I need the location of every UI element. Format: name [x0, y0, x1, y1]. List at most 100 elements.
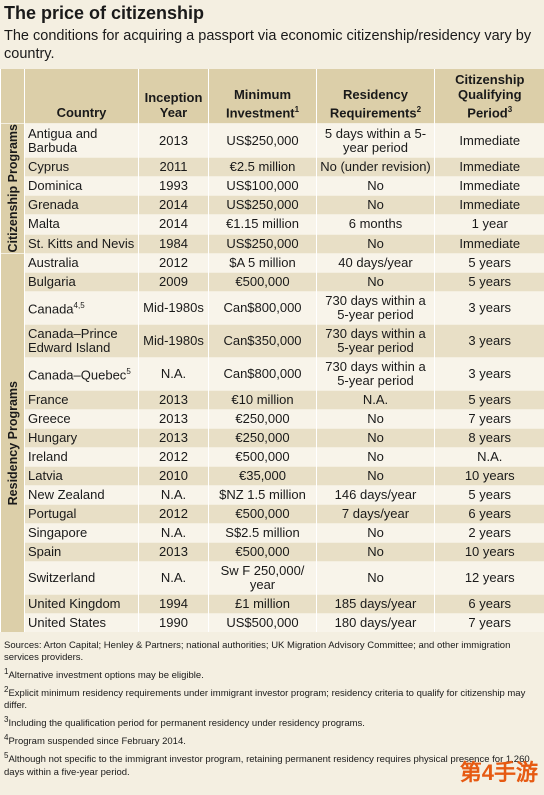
cell-text: Malta [28, 216, 60, 232]
cell: 1993 [138, 175, 209, 196]
cell-text: Canada–Quebec [28, 367, 127, 383]
cell: No [316, 560, 435, 595]
cell: 3 years [434, 323, 544, 358]
column-header: Country [24, 67, 139, 124]
footnote-mark: 3 [4, 715, 9, 725]
row: Portugal 2012 €500,000 7 days/year 6 years [1, 503, 544, 524]
cell-text: 2013 [159, 410, 188, 426]
cell-text: No [367, 197, 384, 213]
cell: 7 years [434, 408, 544, 429]
cell-text: Bulgaria [28, 273, 76, 289]
country-cell: Antigua and Barbuda [24, 123, 139, 158]
row: Greece 2013 €250,000 No 7 years [1, 408, 544, 429]
column-label: Minimum Investment [225, 87, 295, 121]
cell-text: 180 days/year [334, 614, 417, 630]
cell-text: Canada–Prince Edward Island [28, 325, 118, 355]
cell: 3 years [434, 290, 544, 325]
cell: 8 years [434, 427, 544, 448]
cell-text: No [367, 467, 384, 483]
country-cell: Dominica [24, 175, 139, 196]
cell-text: Canada [28, 301, 74, 317]
country-cell: France [24, 389, 139, 410]
cell-text: Sw F 250,000/ year [220, 562, 305, 592]
cell: Immediate [434, 123, 544, 158]
cell: No [316, 427, 435, 448]
cell-text: N.A. [160, 524, 187, 540]
cell-text: Grenada [28, 197, 79, 213]
cell: Immediate [434, 156, 544, 177]
cell: €500,000 [208, 271, 317, 292]
cell-text: 2012 [159, 254, 188, 270]
cell: €250,000 [208, 427, 317, 448]
cell-text: 730 days within a 5-year period [325, 292, 426, 322]
cell-text: No [367, 273, 384, 289]
cell: N.A. [138, 560, 209, 595]
cell-text: €500,000 [235, 505, 290, 521]
cell-text: Immediate [459, 197, 521, 213]
cell: N.A. [316, 389, 435, 410]
cell-text: 1994 [159, 595, 188, 611]
country-cell: Canada–Prince Edward Island [24, 323, 139, 358]
cell: $A 5 million [208, 252, 317, 273]
cell: No [316, 408, 435, 429]
cell-text: No (under revision) [320, 158, 431, 174]
cell-text: 6 months [348, 216, 403, 232]
cell-text: 8 years [468, 429, 512, 445]
footnote-text: Alternative investment options may be el… [8, 669, 204, 681]
country-cell: Greece [24, 408, 139, 429]
cell-text: €1.15 million [226, 216, 299, 232]
cell: N.A. [138, 522, 209, 543]
cell-text: No [367, 235, 384, 251]
row: Canada–Prince Edward Island Mid-1980s Can$… [1, 323, 544, 358]
cell-text: N.A. [160, 486, 187, 502]
country-cell: United Kingdom [24, 593, 139, 614]
cell: 2012 [138, 503, 209, 524]
cell-text: 185 days/year [334, 595, 417, 611]
row: France 2013 €10 million N.A. 5 years [1, 389, 544, 410]
cell-text: Ireland [28, 448, 68, 464]
column-header: Inception Year [138, 67, 209, 124]
country-cell: Australia [24, 252, 139, 273]
row: Residency Programs Australia 2012 $A 5 mill… [0, 252, 544, 632]
cell: Immediate [434, 195, 544, 215]
cell: 10 years [434, 541, 544, 562]
watermark: 第4手游 [459, 760, 538, 785]
cell-text: 7 years [468, 614, 512, 630]
cell: No [316, 522, 435, 543]
cell-text: 2011 [159, 158, 188, 174]
cell: N.A. [138, 356, 209, 391]
cell: €500,000 [208, 503, 317, 524]
cell-text: 1 year [471, 216, 508, 232]
cell: 1 year [434, 214, 544, 235]
cell: S$2.5 million [208, 522, 317, 543]
footnote-text: Explicit minimum residency requirements … [4, 688, 526, 712]
cell-text: N.A. [362, 391, 389, 407]
cell-text: 5 years [468, 391, 512, 407]
country-cell: Grenada [24, 195, 139, 215]
cell: 5 years [434, 389, 544, 410]
row: Latvia 2010 €35,000 No 10 years [1, 465, 544, 486]
cell-text: 5 years [468, 254, 512, 270]
cell: $NZ 1.5 million [208, 484, 317, 505]
cell-text: 2012 [159, 448, 188, 464]
cell: Can$350,000 [208, 323, 317, 358]
cell-text: 2 years [468, 524, 512, 540]
cell: N.A. [138, 484, 209, 505]
cell: 2009 [138, 271, 209, 292]
cell-text: 7 days/year [341, 505, 410, 521]
cell-text: €10 million [231, 391, 294, 407]
cell-text: 1993 [159, 178, 188, 194]
cell-text: N.A. [160, 569, 187, 585]
cell-text: Immediate [459, 178, 521, 194]
cell-text: Can$350,000 [223, 332, 302, 348]
cell: 2 years [434, 522, 544, 543]
cell-text: Immediate [459, 132, 521, 148]
cell-text: No [367, 448, 384, 464]
cell: 2013 [138, 541, 209, 562]
cell-text: 5 years [468, 273, 512, 289]
header-row: Country Inception Year Minimum Investment1… [0, 67, 544, 124]
cell-text: 3 years [468, 299, 512, 315]
cell: 2013 [138, 427, 209, 448]
cell-text: US$250,000 [226, 235, 299, 251]
cell-text: €250,000 [235, 429, 290, 445]
